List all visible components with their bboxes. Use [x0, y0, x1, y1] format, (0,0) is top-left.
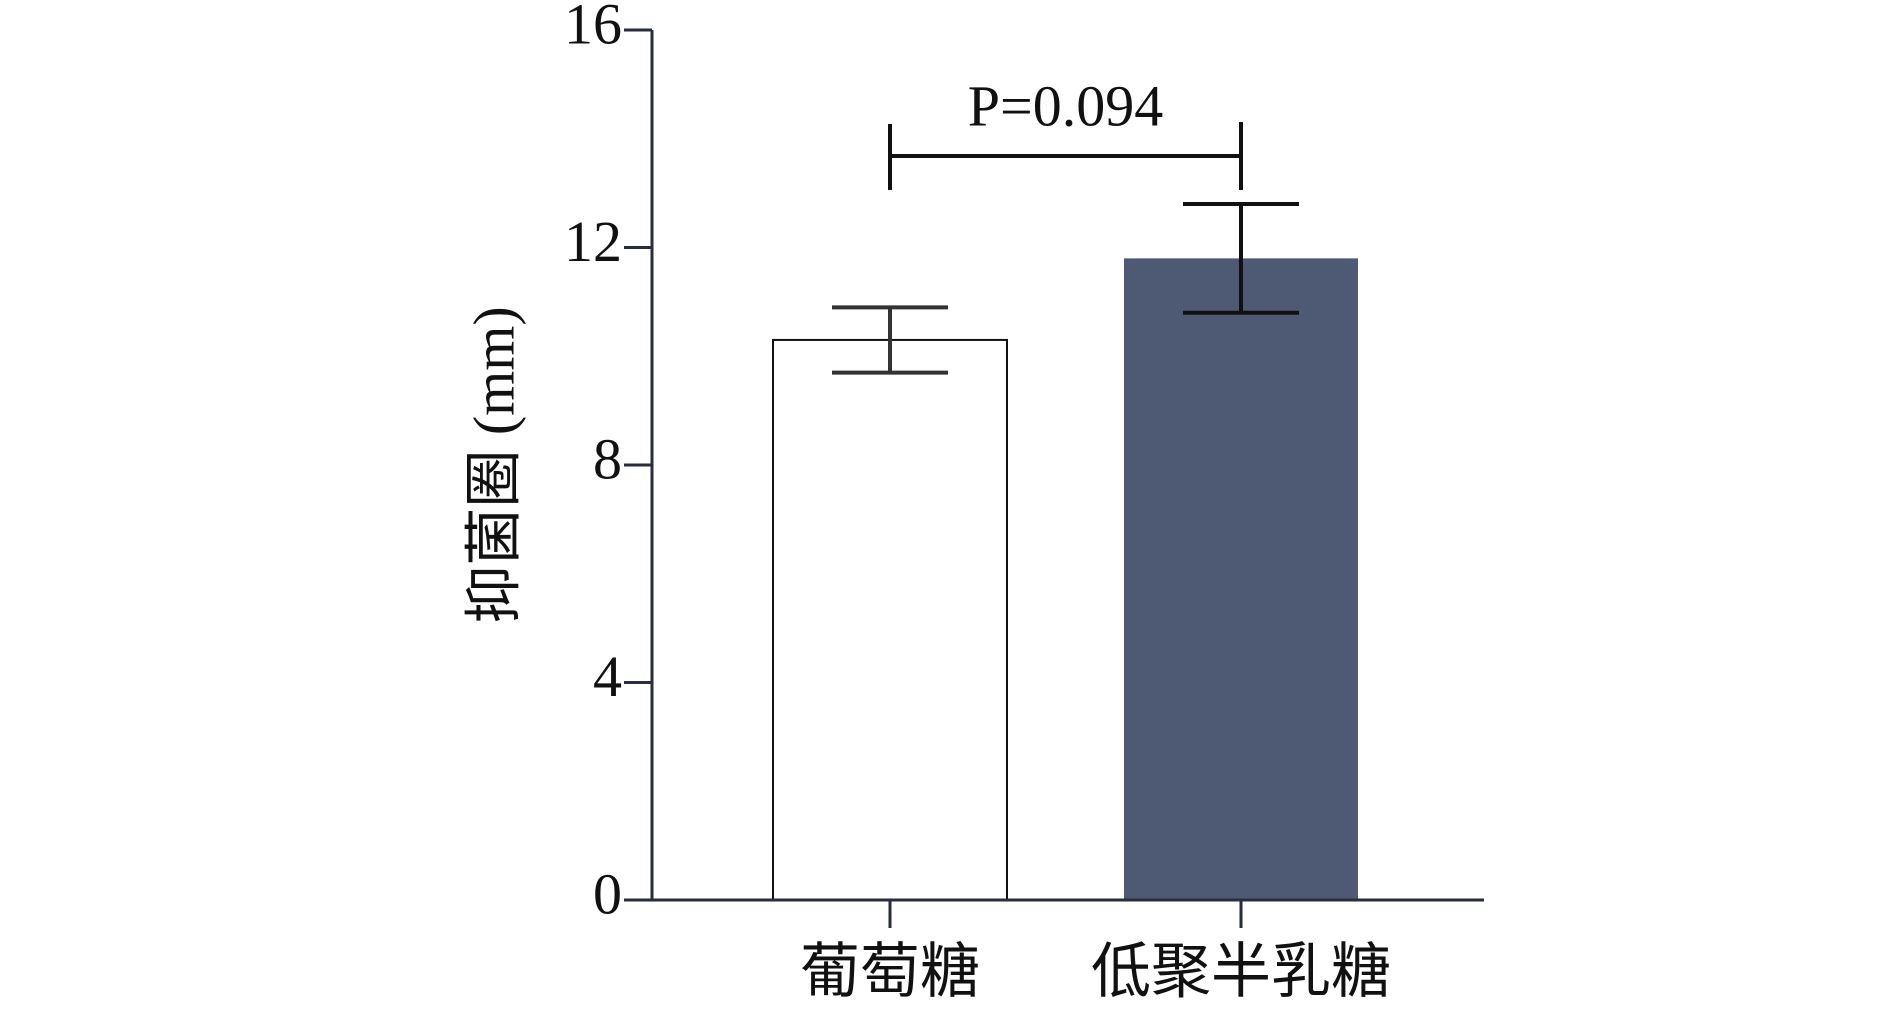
y-tick-label: 4 [593, 644, 622, 709]
x-tick-label: 低聚半乳糖 [1091, 939, 1391, 1005]
y-tick-label: 16 [564, 0, 622, 56]
y-tick-label: 12 [564, 209, 622, 274]
annotation: P=0.094 [968, 73, 1163, 138]
bar [772, 338, 1008, 901]
bar [1124, 258, 1358, 900]
y-tick-label: 8 [593, 426, 622, 491]
y-axis-label: 抑菌圈 (mm) [461, 306, 526, 623]
y-tick-label: 0 [593, 861, 622, 926]
x-tick-label: 葡萄糖 [800, 939, 980, 1005]
